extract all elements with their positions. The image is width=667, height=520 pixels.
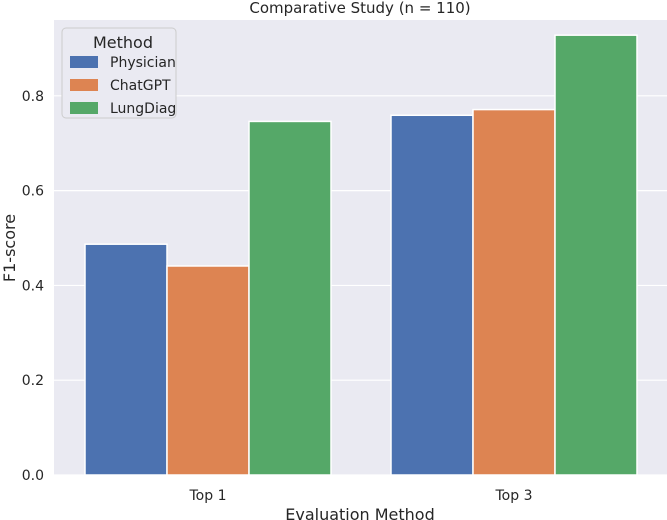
legend-box — [61, 27, 177, 119]
y-tick-label: 0.2 — [22, 373, 44, 389]
bar-chatgpt-top-3 — [472, 108, 556, 476]
bar-lungdiag-top-3 — [554, 34, 638, 476]
x-tick-labels: Top 1 Top 3 — [189, 488, 533, 504]
legend-swatch-chatgpt — [70, 79, 98, 91]
bar-physician-top-3 — [390, 114, 474, 476]
legend-swatch-physician — [70, 56, 98, 68]
x-tick-label: Top 1 — [189, 488, 227, 504]
legend: Method Physician ChatGPT LungDiag — [61, 27, 177, 119]
y-axis-label: F1-score — [0, 214, 19, 282]
legend-label: LungDiag — [110, 101, 176, 117]
bars — [84, 34, 638, 476]
y-tick-label: 0.6 — [22, 184, 44, 200]
legend-items: Physician ChatGPT LungDiag — [70, 55, 176, 117]
bar-chatgpt-top-1 — [166, 265, 250, 476]
x-axis-label: Evaluation Method — [285, 505, 435, 520]
legend-swatch-lungdiag — [70, 102, 98, 114]
y-tick-label: 0.0 — [22, 468, 44, 484]
y-tick-label: 0.8 — [22, 89, 44, 105]
legend-title: Method — [93, 33, 153, 52]
chart-title: Comparative Study (n = 110) — [249, 0, 470, 17]
legend-label: ChatGPT — [110, 78, 171, 94]
y-tick-labels: 0.0 0.2 0.4 0.6 0.8 — [22, 89, 44, 484]
x-tick-label: Top 3 — [495, 488, 533, 504]
y-tick-label: 0.4 — [22, 278, 44, 294]
bar-lungdiag-top-1 — [248, 120, 332, 476]
legend-label: Physician — [110, 55, 176, 71]
bar-physician-top-1 — [84, 243, 168, 476]
